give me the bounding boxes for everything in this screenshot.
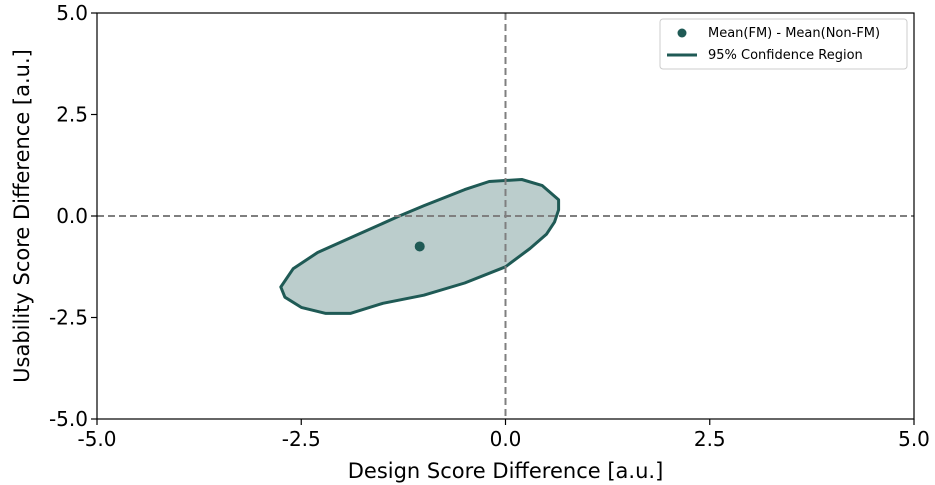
x-tick-label: 2.5 xyxy=(694,427,726,451)
legend: Mean(FM) - Mean(Non-FM) 95% Confidence R… xyxy=(659,18,908,70)
x-tick-label: -5.0 xyxy=(77,427,116,451)
legend-entry-confidence-region: 95% Confidence Region xyxy=(708,48,863,63)
y-axis-ticks: -5.0 -2.5 0.0 2.5 5.0 xyxy=(49,1,97,431)
legend-entry-mean: Mean(FM) - Mean(Non-FM) xyxy=(708,26,880,41)
y-tick-label: -2.5 xyxy=(49,306,88,330)
y-axis-label: Usability Score Difference [a.u.] xyxy=(10,49,34,383)
y-tick-label: 5.0 xyxy=(56,1,88,25)
confidence-region-outline xyxy=(279,178,561,315)
x-tick-label: -2.5 xyxy=(282,427,321,451)
x-axis-label: Design Score Difference [a.u.] xyxy=(348,459,664,483)
x-axis-ticks: -5.0 -2.5 0.0 2.5 5.0 xyxy=(77,419,930,451)
y-tick-label: 2.5 xyxy=(56,103,88,127)
plot-area xyxy=(96,12,915,420)
x-tick-label: 5.0 xyxy=(898,427,930,451)
legend-box xyxy=(659,18,908,70)
legend-marker-point xyxy=(677,28,687,38)
x-tick-label: 0.0 xyxy=(490,427,522,451)
y-tick-label: -5.0 xyxy=(49,407,88,431)
y-tick-label: 0.0 xyxy=(56,204,88,228)
mean-difference-point xyxy=(414,241,425,252)
